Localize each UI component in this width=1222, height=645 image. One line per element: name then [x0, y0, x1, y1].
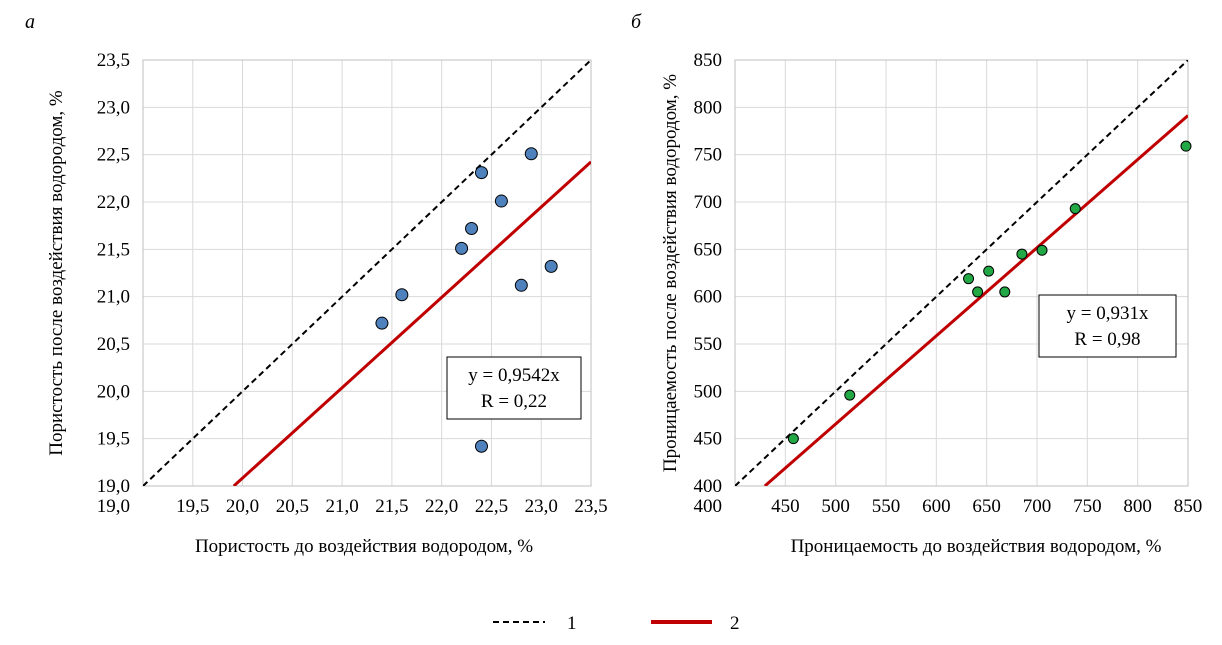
y-tick-label: 21,5: [97, 239, 130, 260]
trend-line: [763, 114, 1188, 486]
x-tick-label: 22,5: [475, 496, 508, 517]
panel-label: а: [25, 11, 35, 33]
y-tick-label: 23,5: [97, 50, 130, 71]
data-point: [844, 389, 856, 401]
x-tick-label: 800: [1123, 496, 1152, 517]
x-tick-label: 550: [872, 496, 901, 517]
y-tick-label: 650: [694, 239, 723, 260]
y-axis-title: Проницаемость после воздействия водородо…: [660, 74, 681, 472]
chart-panel-a: 19,0 19,5 20,0 20,5 21,0 21,5 22,0 22,5 23,0 23,5…: [25, 11, 608, 557]
x-tick-label: 400: [694, 496, 723, 517]
data-point: [1180, 140, 1192, 152]
plot-area-frame: [142, 59, 592, 487]
x-tick-label: 20,0: [226, 496, 259, 517]
x-tick-label: 23,0: [525, 496, 558, 517]
y-tick-label: 700: [694, 192, 723, 213]
data-point: [455, 241, 469, 255]
x-tick-label: 21,0: [325, 496, 358, 517]
x-tick-label: 21,5: [375, 496, 408, 517]
data-point: [1069, 203, 1081, 215]
chart-panel-b: 400 450 500 550 600 650 700 750 800 850 400 450 500 5…: [631, 11, 1202, 557]
y-tick-label: 22,5: [97, 145, 130, 166]
y-tick-label: 850: [694, 50, 723, 71]
data-point: [514, 278, 528, 292]
data-point: [787, 433, 799, 445]
correlation-coefficient: R = 0,22: [481, 391, 547, 412]
y-tick-label: 600: [694, 287, 723, 308]
data-point: [375, 316, 389, 330]
data-point: [999, 286, 1011, 298]
data-point: [395, 288, 409, 302]
plot-area-frame: [734, 59, 1189, 487]
identity-line: [143, 60, 591, 486]
y-tick-label: 20,0: [97, 381, 130, 402]
x-tick-label: 20,5: [276, 496, 309, 517]
y-tick-label: 21,0: [97, 287, 130, 308]
y-tick-label: 19,5: [97, 429, 130, 450]
y-tick-label: 450: [694, 429, 723, 450]
data-point: [1036, 244, 1048, 256]
fit-equation: y = 0,9542x: [468, 365, 560, 386]
data-point: [972, 286, 984, 298]
y-tick-label: 22,0: [97, 192, 130, 213]
x-axis-title: Пористость до воздействия водородом, %: [195, 536, 533, 557]
data-point: [983, 265, 995, 277]
data-point: [465, 222, 479, 236]
x-tick-label: 700: [1023, 496, 1052, 517]
x-tick-label: 22,0: [425, 496, 458, 517]
data-point: [494, 194, 508, 208]
x-tick-label: 500: [821, 496, 850, 517]
data-point: [544, 259, 558, 273]
correlation-coefficient: R = 0,98: [1074, 329, 1140, 350]
y-axis-title: Пористость после воздействия водородом, …: [46, 90, 67, 456]
x-tick-label: 850: [1174, 496, 1203, 517]
x-tick-label: 650: [972, 496, 1001, 517]
x-tick-label: 19,5: [176, 496, 209, 517]
data-point: [524, 147, 538, 161]
panel-label: б: [631, 11, 642, 33]
x-tick-label: 23,5: [574, 496, 607, 517]
y-tick-label: 23,0: [97, 97, 130, 118]
y-tick-label: 20,5: [97, 334, 130, 355]
x-tick-label: 450: [771, 496, 800, 517]
y-tick-label: 550: [694, 334, 723, 355]
data-point: [474, 439, 488, 453]
x-tick-label: 19,0: [97, 496, 130, 517]
data-point: [1016, 248, 1028, 260]
identity-line: [735, 60, 1188, 486]
x-axis-title: Проницаемость до воздействия водородом, …: [791, 536, 1162, 557]
y-tick-label: 19,0: [97, 476, 130, 497]
x-tick-label: 750: [1073, 496, 1102, 517]
equation-box: [446, 356, 582, 420]
legend-label: 1: [567, 613, 577, 634]
data-point: [963, 273, 975, 285]
legend-label: 2: [730, 613, 740, 634]
trend-line: [232, 160, 591, 486]
fit-equation: y = 0,931x: [1067, 303, 1149, 324]
y-tick-label: 800: [694, 97, 723, 118]
y-tick-label: 400: [694, 476, 723, 497]
equation-box: [1038, 294, 1177, 358]
y-tick-label: 750: [694, 145, 723, 166]
data-point: [474, 166, 488, 180]
x-tick-label: 600: [922, 496, 951, 517]
y-tick-label: 500: [694, 381, 723, 402]
